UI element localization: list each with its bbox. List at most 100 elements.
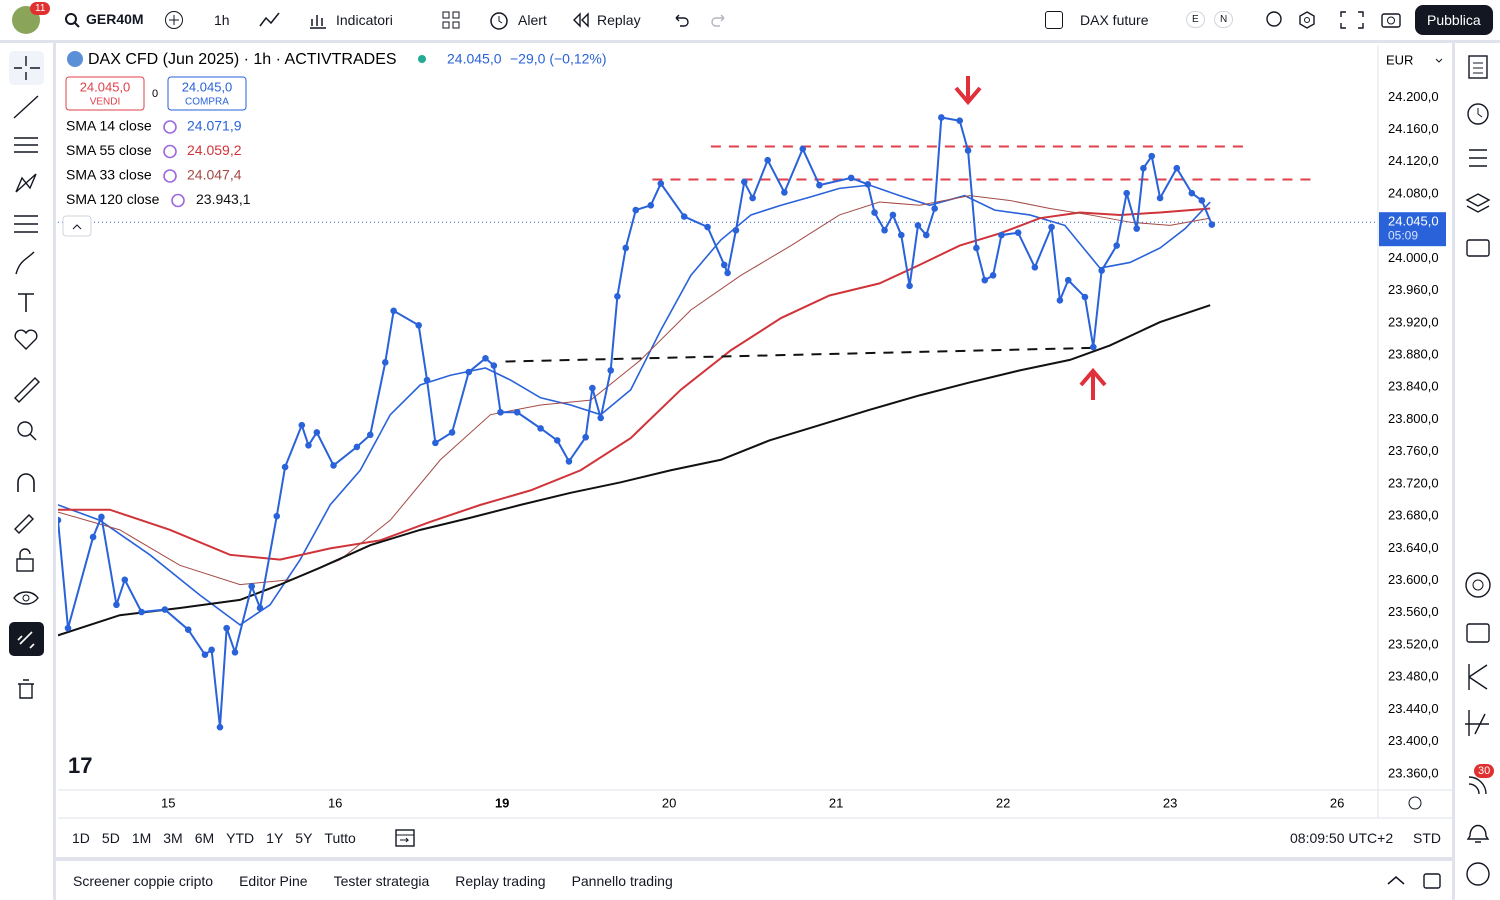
price-point [964,147,972,154]
indicators-icon [310,15,326,29]
redo-icon[interactable] [710,12,728,28]
price-point [208,646,215,654]
price-point [1031,263,1039,271]
top-bar: 11 GER40M 1h Indicatori Alert Replay DAX… [0,0,1500,43]
legend-icon [163,120,177,134]
price-point [89,533,97,541]
replay[interactable]: Replay [597,12,641,28]
panel-tab[interactable]: Editor Pine [239,873,308,889]
legend-name: SMA 33 close [66,167,152,183]
interval[interactable]: 1h [214,12,230,28]
x-tick-label: 19 [495,795,509,810]
price-point [597,414,604,422]
price-point [1188,189,1196,197]
price-point [889,211,897,219]
price-point [1048,223,1055,231]
spread: 0 [152,88,158,100]
currency[interactable]: EUR [1386,52,1413,67]
panel-tab[interactable]: Tester strategia [333,873,430,889]
range-button[interactable]: 1Y [266,830,284,846]
price-point [138,608,145,616]
price-point [113,601,120,609]
countdown: 05:09 [1388,228,1418,242]
date-range-icon[interactable] [394,826,416,848]
sma-line [58,207,1211,561]
sma-line [58,304,1211,637]
legend-icon [163,169,177,183]
session[interactable]: STD [1413,830,1441,846]
price-point [1113,242,1120,249]
price-point [553,437,561,444]
range-button[interactable]: Tutto [324,830,356,846]
undo-icon[interactable] [672,12,690,28]
price-point [537,425,544,432]
y-tick-label: 23.520,0 [1388,636,1439,651]
range-button[interactable]: 6M [194,830,215,846]
y-tick-label: 23.400,0 [1388,733,1439,748]
add-icon[interactable] [164,10,184,30]
sell-button[interactable] [65,76,145,111]
price-point [353,443,361,451]
symbol[interactable]: GER40M [86,11,144,27]
chart-type-icon[interactable] [258,10,282,30]
axis-settings[interactable] [1408,796,1422,810]
divider [53,43,56,900]
publish-button[interactable]: Pubblica [1415,5,1493,35]
range-button[interactable]: YTD [226,830,255,846]
price-point [1173,164,1181,172]
indicators[interactable]: Indicatori [336,12,393,28]
price-point [799,145,807,153]
price-point [897,231,905,239]
price-point [1133,225,1141,232]
range-button[interactable]: 5D [101,830,120,846]
price-point [64,624,72,632]
range-button[interactable]: 1D [72,830,90,846]
y-tick-label: 23.840,0 [1388,379,1439,394]
legend-value: 23.943,1 [196,191,251,207]
right-icons [1266,11,1401,29]
compare[interactable]: DAX future [1080,12,1149,28]
price-point [998,231,1005,239]
symbol-logo [67,51,83,67]
price-point [981,276,989,284]
range-button[interactable]: 1M [131,830,152,846]
price-point [622,244,630,252]
price-point [121,576,129,584]
buy-button[interactable] [167,76,247,111]
panel-tab[interactable]: Replay trading [455,873,546,889]
panel-tab[interactable]: Pannello trading [571,873,673,889]
templates-icon[interactable] [442,11,460,29]
price-point [881,226,888,234]
price-point [749,194,756,202]
divider [1452,43,1455,900]
currency-caret [1435,58,1443,63]
price-point [720,261,728,269]
quote-change: −29,0 (−0,12%) [510,51,607,67]
layout-checkbox[interactable] [1045,11,1063,29]
sell-label: VENDI [90,97,121,108]
range-button[interactable]: 3M [163,830,183,846]
y-tick-label: 23.360,0 [1388,765,1439,780]
badge: 11 [30,2,51,15]
chart-title: DAX CFD (Jun 2025) · 1h · ACTIVTRADES [88,51,397,68]
legend-name: SMA 120 close [66,191,160,207]
y-tick-label: 23.680,0 [1388,508,1439,523]
e-button[interactable]: E [1186,11,1205,28]
alert[interactable]: Alert [518,12,547,28]
collapse-button[interactable] [62,215,92,237]
legend-value: 24.047,4 [187,167,242,183]
price-point [732,226,740,234]
x-tick-label: 20 [662,795,676,810]
price-point [313,429,321,436]
panel-icons[interactable] [1384,870,1444,892]
n-button[interactable]: N [1214,11,1234,28]
panel-tab[interactable]: Screener coppie cripto [73,873,214,889]
plot-area [58,114,1378,731]
price-point [632,206,640,214]
price-point [1081,293,1089,301]
sma-line [58,184,1211,626]
y-tick-label: 24.200,0 [1388,89,1439,104]
y-tick-label: 24.160,0 [1388,121,1439,136]
price-point [161,606,169,613]
range-button[interactable]: 5Y [295,830,313,846]
